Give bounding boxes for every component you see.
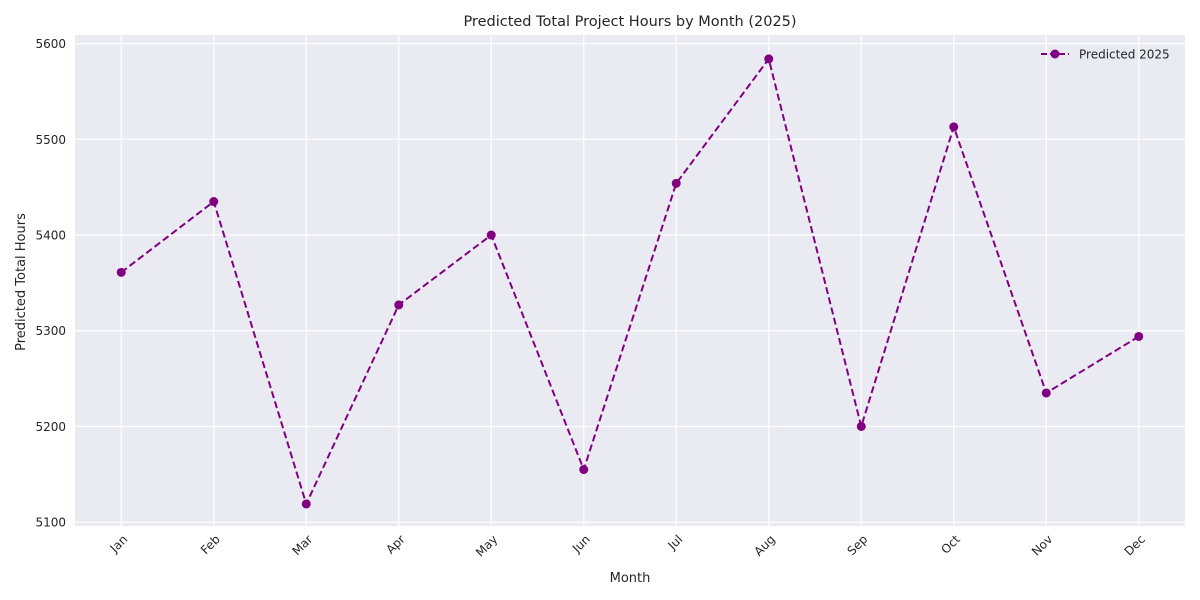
x-tick-label: May <box>473 532 500 559</box>
y-tick-label: 5300 <box>35 324 66 338</box>
data-point <box>764 54 774 64</box>
y-tick-label: 5400 <box>35 229 66 243</box>
x-tick-label: Nov <box>1029 532 1055 558</box>
data-point <box>949 122 959 132</box>
series-layer <box>116 54 1144 509</box>
x-tick-label: Apr <box>383 532 408 557</box>
chart-title: Predicted Total Project Hours by Month (… <box>463 14 796 30</box>
y-tick-label: 5500 <box>35 133 66 147</box>
y-tick-label: 5100 <box>35 516 66 530</box>
x-tick-label: Oct <box>938 532 963 557</box>
data-point <box>579 465 589 475</box>
grid-lines <box>75 35 1185 526</box>
data-point <box>1041 388 1051 398</box>
x-tick-labels: Jan Feb Mar Apr May Jun Jul Aug Sep Oct Nov Dec <box>107 532 1148 560</box>
y-axis-label: Predicted Total Hours <box>14 213 29 351</box>
x-axis-label: Month <box>610 571 651 586</box>
x-tick-label: Mar <box>289 532 315 558</box>
x-tick-label: Feb <box>198 532 223 557</box>
y-tick-labels: 5100 5200 5300 5400 5500 5600 <box>35 37 66 530</box>
data-point <box>116 267 126 277</box>
legend: Predicted 2025 <box>1041 48 1170 62</box>
data-point <box>671 178 681 188</box>
data-point <box>209 197 219 207</box>
legend-label: Predicted 2025 <box>1079 48 1170 62</box>
data-point <box>486 230 496 240</box>
data-point <box>394 300 404 310</box>
data-point <box>856 421 866 431</box>
x-tick-label: Dec <box>1122 532 1148 558</box>
x-tick-label: Jul <box>665 532 686 553</box>
x-tick-label: Jan <box>107 532 131 556</box>
x-tick-label: Aug <box>751 532 777 558</box>
x-tick-label: Sep <box>844 532 870 558</box>
data-point <box>1134 331 1144 341</box>
series-line <box>120 56 1140 507</box>
legend-dot-marker <box>1050 49 1060 59</box>
y-tick-label: 5600 <box>35 37 66 51</box>
plot-area <box>75 35 1185 526</box>
x-tick-label: Jun <box>569 532 593 556</box>
y-tick-label: 5200 <box>35 420 66 434</box>
data-point <box>301 499 311 509</box>
